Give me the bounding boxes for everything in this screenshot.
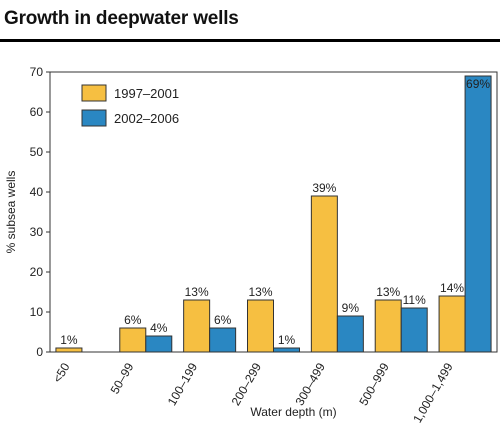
legend-label: 1997–2001 bbox=[114, 86, 179, 101]
y-tick-label: 70 bbox=[30, 65, 44, 79]
data-label: 69% bbox=[466, 77, 490, 91]
x-tick-label: 500–999 bbox=[356, 360, 392, 408]
legend-label: 2002–2006 bbox=[114, 111, 179, 126]
x-tick-label: <50 bbox=[50, 360, 72, 385]
data-label: 6% bbox=[214, 313, 232, 327]
bar-series1 bbox=[119, 327, 147, 353]
title-divider bbox=[0, 39, 500, 42]
bar-series1 bbox=[247, 299, 274, 353]
bar-series2 bbox=[400, 307, 428, 353]
data-label: 1% bbox=[60, 333, 78, 347]
y-tick-label: 30 bbox=[30, 225, 44, 239]
x-tick-label: 200–299 bbox=[229, 360, 265, 408]
bar-series2 bbox=[336, 315, 364, 353]
x-tick-label: 300–499 bbox=[292, 360, 328, 408]
bar-series1 bbox=[183, 299, 211, 353]
data-label: 39% bbox=[312, 181, 336, 195]
data-label: 6% bbox=[124, 313, 142, 327]
legend-swatch bbox=[81, 84, 107, 102]
data-label: 14% bbox=[440, 281, 464, 295]
y-tick-label: 0 bbox=[36, 345, 43, 359]
y-tick-label: 20 bbox=[30, 265, 44, 279]
y-tick-label: 40 bbox=[30, 185, 44, 199]
chart-header: Growth in deepwater wells bbox=[0, 0, 500, 42]
bar-series1 bbox=[438, 295, 466, 353]
data-label: 11% bbox=[403, 293, 426, 307]
x-tick-label: 1,000–1,499 bbox=[410, 360, 456, 423]
data-label: 13% bbox=[185, 285, 209, 299]
bar-series2 bbox=[209, 327, 237, 353]
bar-series1 bbox=[374, 299, 402, 353]
legend-swatch bbox=[81, 109, 107, 127]
data-label: 1% bbox=[278, 333, 296, 347]
bar-series1 bbox=[310, 195, 338, 353]
data-label: 9% bbox=[342, 301, 360, 315]
chart-title: Growth in deepwater wells bbox=[4, 8, 239, 29]
bar-series2 bbox=[273, 347, 300, 353]
data-label: 13% bbox=[248, 285, 272, 299]
bar-series2 bbox=[145, 335, 173, 353]
x-tick-label: 100–199 bbox=[165, 360, 201, 408]
y-tick-label: 10 bbox=[30, 305, 44, 319]
data-label: 4% bbox=[150, 321, 168, 335]
data-label: 13% bbox=[376, 285, 400, 299]
y-tick-label: 60 bbox=[30, 105, 44, 119]
y-axis-label: % subsea wells bbox=[4, 171, 18, 254]
x-tick-label: 50–99 bbox=[108, 360, 137, 396]
bar-series1 bbox=[55, 347, 83, 353]
y-tick-label: 50 bbox=[30, 145, 44, 159]
bar-series2 bbox=[464, 75, 492, 353]
x-axis-label: Water depth (m) bbox=[250, 405, 336, 419]
